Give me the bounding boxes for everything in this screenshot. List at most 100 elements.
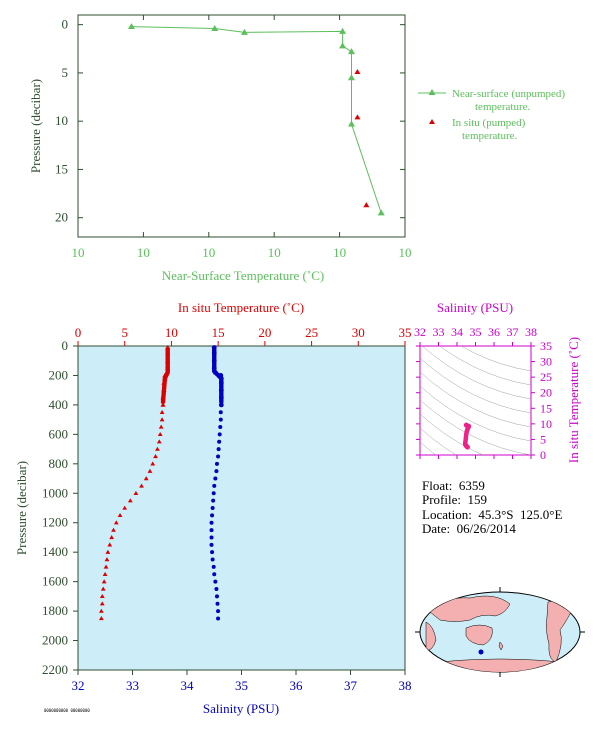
salinity-xtick-label: 34 bbox=[181, 678, 195, 693]
temp-xtick-label: 35 bbox=[399, 325, 412, 340]
salinity-point bbox=[214, 587, 219, 591]
temp-xtick-label: 20 bbox=[258, 325, 271, 340]
salinity-sample bbox=[219, 399, 224, 405]
temperature-point bbox=[103, 564, 109, 569]
ts-ytick-label: 35 bbox=[540, 339, 552, 353]
ts-ytick-label: 25 bbox=[540, 370, 552, 384]
pressure-ytick-label: 400 bbox=[49, 397, 69, 412]
ts-plot-area bbox=[419, 345, 532, 456]
near-surface-point bbox=[377, 209, 385, 216]
density-isoline bbox=[420, 399, 531, 455]
near-surface-ytick-label: 20 bbox=[55, 210, 68, 225]
near-surface-ytick-label: 0 bbox=[62, 17, 69, 32]
ts-point bbox=[465, 444, 470, 450]
temperature-point bbox=[102, 571, 108, 576]
salinity-point bbox=[210, 506, 215, 510]
near-surface-xtick-label: 10 bbox=[333, 245, 346, 260]
near-surface-xtick-label: 10 bbox=[202, 245, 215, 260]
temperature-point bbox=[107, 542, 113, 547]
near-surface-ylabel: Pressure (decibar) bbox=[28, 79, 43, 173]
ts-ytick-label: 5 bbox=[540, 432, 546, 446]
map-land-australia bbox=[465, 624, 493, 646]
ts-xtick-label: 32 bbox=[414, 325, 426, 339]
temperature-point bbox=[159, 409, 165, 414]
ts-ytick-label: 20 bbox=[540, 386, 552, 400]
salinity-point bbox=[218, 410, 223, 415]
temperature-point bbox=[150, 461, 156, 466]
profile-top-xlabel: In situ Temperature (˚C) bbox=[178, 300, 304, 315]
temperature-point bbox=[133, 490, 139, 495]
temp-xtick-label: 30 bbox=[352, 325, 365, 340]
salinity-point bbox=[214, 461, 219, 466]
temperature-point bbox=[143, 476, 149, 481]
temperature-point bbox=[159, 417, 165, 422]
legend-near-surface-label-2: temperature. bbox=[475, 101, 531, 113]
temperature-sample bbox=[160, 399, 166, 405]
density-isoline bbox=[439, 346, 531, 386]
salinity-xtick-label: 33 bbox=[126, 678, 139, 693]
temperature-point bbox=[99, 593, 105, 599]
salinity-point bbox=[216, 454, 221, 459]
salinity-point bbox=[218, 425, 223, 429]
in-situ-point bbox=[354, 68, 361, 75]
near-surface-plot-frame bbox=[77, 14, 406, 238]
salinity-point bbox=[211, 498, 216, 503]
legend-near-surface-label-1: Near-surface (unpumped) bbox=[452, 88, 565, 100]
salinity-point bbox=[212, 483, 217, 488]
temperature-point bbox=[113, 520, 119, 525]
profile-chart: 0 5 10 15 20 25 30 35 32 33 34 35 36 37 38 0 200 400 600 80… bbox=[14, 300, 412, 716]
salinity-point bbox=[216, 609, 221, 614]
temperature-point bbox=[99, 601, 105, 606]
near-surface-point bbox=[128, 23, 136, 30]
temperature-point bbox=[109, 535, 115, 540]
temp-xtick-label: 10 bbox=[165, 325, 178, 340]
legend-in-situ-label-2: temperature. bbox=[462, 130, 518, 142]
temperature-point bbox=[127, 498, 133, 503]
temperature-point bbox=[122, 505, 128, 510]
date: Date: 06/26/2014 bbox=[422, 521, 516, 536]
ts-xtick-label: 35 bbox=[470, 325, 482, 339]
near-surface-point bbox=[347, 74, 355, 81]
near-surface-point bbox=[347, 120, 355, 127]
temp-xtick-label: 5 bbox=[121, 325, 128, 340]
salinity-point bbox=[212, 572, 217, 577]
salinity-point bbox=[209, 535, 214, 540]
pressure-ytick-label: 1000 bbox=[42, 485, 68, 500]
float-location-marker bbox=[478, 649, 484, 655]
temperature-point bbox=[160, 402, 166, 407]
ts-ytick-label: 0 bbox=[540, 448, 546, 462]
salinity-point bbox=[216, 447, 221, 452]
temperature-point bbox=[101, 579, 107, 584]
float-id: Float: 6359 bbox=[422, 478, 485, 493]
pressure-ytick-label: 1600 bbox=[42, 574, 68, 589]
ts-ytick-label: 10 bbox=[540, 417, 552, 431]
ts-xtick-label: 36 bbox=[488, 325, 500, 339]
temperature-point bbox=[98, 616, 104, 621]
ts-top-xlabel: Salinity (PSU) bbox=[437, 300, 513, 315]
temperature-point bbox=[156, 439, 162, 444]
temperature-point bbox=[111, 527, 116, 532]
footer-code: 0000000000 00000000 bbox=[44, 708, 90, 713]
near-surface-point bbox=[240, 28, 248, 35]
world-map bbox=[415, 587, 585, 677]
salinity-point bbox=[218, 417, 223, 422]
map-land-new-zealand bbox=[498, 641, 504, 651]
in-situ-point bbox=[363, 202, 370, 208]
density-isoline bbox=[420, 413, 484, 455]
near-surface-xtick-label: 10 bbox=[399, 245, 412, 260]
ts-xtick-label: 37 bbox=[507, 325, 519, 339]
temperature-point bbox=[157, 431, 163, 437]
profile-number: Profile: 159 bbox=[422, 492, 487, 507]
temp-xtick-label: 25 bbox=[305, 325, 318, 340]
salinity-xtick-label: 35 bbox=[235, 678, 248, 693]
near-surface-point bbox=[339, 42, 347, 49]
salinity-point bbox=[213, 476, 218, 481]
near-surface-xtick-label: 10 bbox=[268, 245, 281, 260]
pressure-ytick-label: 600 bbox=[49, 426, 69, 441]
salinity-point bbox=[210, 557, 215, 562]
map-land-asia bbox=[429, 595, 511, 622]
density-isoline bbox=[420, 441, 436, 455]
location: Location: 45.3°S 125.0°E bbox=[422, 507, 563, 522]
salinity-point bbox=[210, 513, 215, 518]
density-isoline bbox=[460, 346, 531, 372]
